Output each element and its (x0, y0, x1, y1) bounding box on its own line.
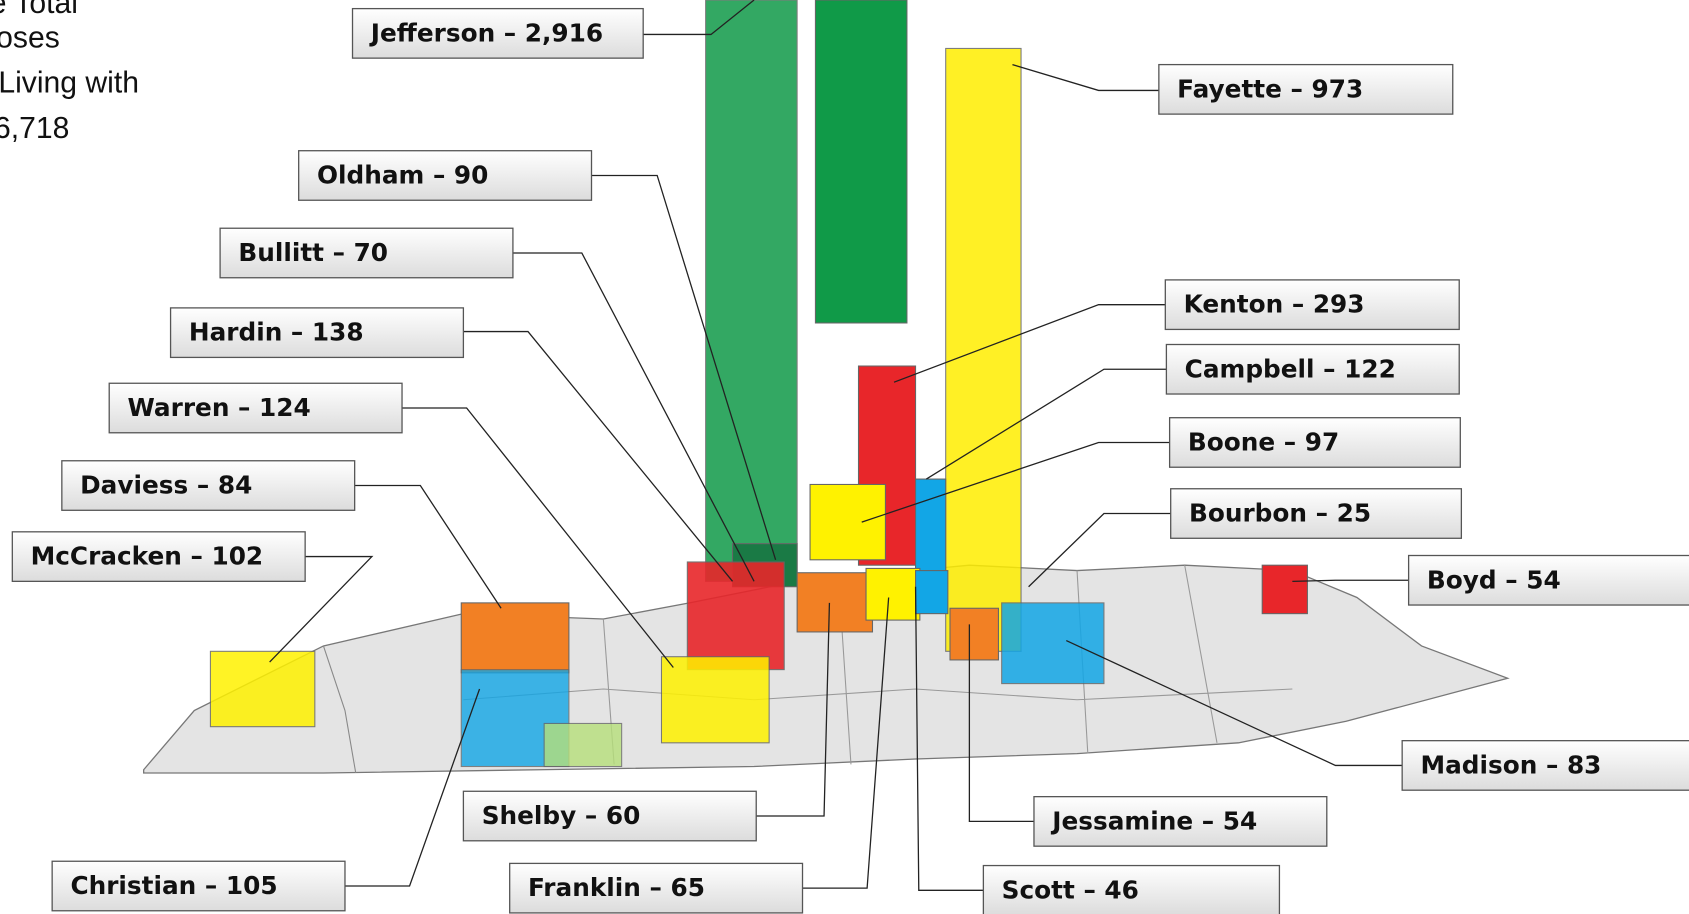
county-label: Kenton – 293 (1164, 279, 1460, 331)
label-text: Hardin – 138 (189, 318, 364, 347)
county-label: Campbell – 122 (1165, 343, 1460, 395)
label-box (1407, 554, 1689, 606)
headnote-line: e Total (0, 0, 78, 20)
label-box (509, 862, 804, 914)
label-text: Daviess – 84 (80, 471, 252, 500)
county-label: Franklin – 65 (509, 862, 804, 914)
label-text: Kenton – 293 (1184, 290, 1365, 319)
label-box (11, 531, 306, 582)
headnote-line: oses (0, 21, 60, 54)
label-box (61, 460, 356, 511)
county-label: Boone – 97 (1168, 417, 1461, 468)
label-box (1401, 740, 1689, 791)
county-label: Daviess – 84 (61, 460, 356, 511)
label-text: Bullitt – 70 (238, 238, 388, 267)
county-label: Scott – 46 (982, 864, 1281, 914)
label-text: Madison – 83 (1420, 751, 1601, 780)
label-box (1158, 63, 1454, 115)
labels: Jefferson – 2,916 Fayette – 973 Oldham – 9… (11, 7, 1689, 914)
label-text: Boone – 97 (1188, 428, 1339, 457)
label-box (462, 790, 757, 842)
label-box (108, 382, 403, 434)
county-label: Oldham – 90 (298, 150, 593, 201)
label-box (298, 150, 593, 201)
county-label: Jessamine – 54 (1033, 796, 1328, 847)
label-text: Scott – 46 (1002, 875, 1139, 904)
label-box (1168, 417, 1461, 468)
label-text: Shelby – 60 (482, 801, 641, 830)
county-label: Christian – 105 (51, 860, 346, 912)
county-label: Bullitt – 70 (219, 227, 514, 279)
county-label: Jefferson – 2,916 (351, 7, 644, 59)
label-box (351, 7, 644, 59)
county-label: Shelby – 60 (462, 790, 757, 842)
label-text: Fayette – 973 (1177, 74, 1363, 103)
label-text: Christian – 105 (70, 871, 277, 900)
county-label: Madison – 83 (1401, 740, 1689, 791)
county-label: Warren – 124 (108, 382, 403, 434)
label-box (982, 864, 1281, 914)
label-box (51, 860, 346, 912)
county-label: Fayette – 973 (1158, 63, 1454, 115)
county-label: McCracken – 102 (11, 531, 306, 582)
label-box (219, 227, 514, 279)
bars (209, 0, 1308, 768)
label-text: Bourbon – 25 (1189, 499, 1371, 528)
leader-lines (269, 0, 1409, 891)
label-text: Jefferson – 2,916 (369, 18, 603, 47)
county-label: Bourbon – 25 (1170, 488, 1463, 539)
label-text: Franklin – 65 (528, 873, 705, 902)
headnote-line: 6,718 (0, 112, 69, 145)
label-text: Jessamine – 54 (1050, 806, 1257, 835)
label-text: Oldham – 90 (317, 161, 488, 190)
label-box (1165, 343, 1460, 395)
label-text: Campbell – 122 (1185, 354, 1396, 383)
label-text: Warren – 124 (128, 393, 311, 422)
label-box (169, 307, 465, 359)
headnote-line: Living with (0, 67, 139, 100)
headnote: e Total oses Living with 6,718 (0, 0, 139, 145)
county-label: Boyd – 54 (1407, 554, 1689, 606)
county-label: Hardin – 138 (169, 307, 465, 359)
label-box (1164, 279, 1460, 331)
label-text: McCracken – 102 (31, 542, 264, 571)
label-box (1033, 796, 1328, 847)
label-text: Boyd – 54 (1427, 565, 1561, 594)
label-box (1170, 488, 1463, 539)
